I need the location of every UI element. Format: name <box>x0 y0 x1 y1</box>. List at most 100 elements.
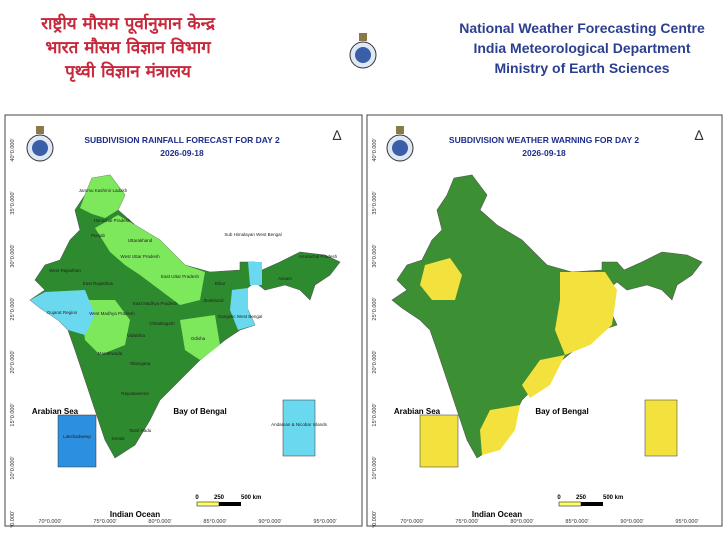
region-label: Chhattisgarh <box>149 321 175 326</box>
region-fill <box>95 215 205 305</box>
region-label: Tamil Nadu <box>129 428 152 433</box>
scale-label: 500 km <box>603 495 623 501</box>
scale-label: 0 <box>557 495 561 501</box>
scale-bar <box>219 502 241 506</box>
region-label: Uttarakhand <box>128 238 153 243</box>
region-label: Telangana <box>130 361 151 366</box>
lon-label: 95°0.000' <box>675 519 698 525</box>
region-label: Gujarat Region <box>47 310 78 315</box>
lat-label: 15°0.000' <box>10 403 16 426</box>
english-line: Ministry of Earth Sciences <box>494 60 669 76</box>
region-label: Punjab <box>91 233 106 238</box>
region-label: Rayalaseema <box>121 391 149 396</box>
lat-label: 5°0.000' <box>372 511 378 528</box>
lat-label: 20°0.000' <box>10 350 16 373</box>
scale-bar <box>558 501 582 507</box>
region-label: West Uttar Pradesh <box>120 254 160 259</box>
inset <box>644 399 678 457</box>
lat-label: 40°0.000' <box>372 138 378 161</box>
scale-label: 250 <box>576 495 587 501</box>
lon-label: 85°0.000' <box>565 519 588 525</box>
region-fill <box>180 315 220 360</box>
lat-label: 40°0.000' <box>10 138 16 161</box>
inset <box>57 414 97 468</box>
lat-label: 30°0.000' <box>372 244 378 267</box>
region-label: Vidarbha <box>127 333 145 338</box>
lat-label: 30°0.000' <box>10 244 16 267</box>
english-line: National Weather Forecasting Centre <box>459 20 705 36</box>
sea-label: Indian Ocean <box>472 510 522 519</box>
region-label: Marathwada <box>98 351 123 356</box>
lon-label: 90°0.000' <box>620 519 643 525</box>
lon-label: 95°0.000' <box>313 519 336 525</box>
region-label: East Rajasthan <box>83 281 114 286</box>
lat-label: 35°0.000' <box>372 191 378 214</box>
lon-label: 75°0.000' <box>93 519 116 525</box>
region-label: East Uttar Pradesh <box>161 274 200 279</box>
header: राष्ट्रीय मौसम पूर्वानुमान केन्द्र भारत … <box>40 13 705 82</box>
hindi-line: राष्ट्रीय मौसम पूर्वानुमान केन्द्र <box>40 13 216 35</box>
panel-date: 2026-09-18 <box>522 148 566 158</box>
english-line: India Meteorological Department <box>473 40 690 56</box>
lat-label: 35°0.000' <box>10 191 16 214</box>
north-arrow: ∆ <box>695 127 704 143</box>
region-label: Jharkhand <box>202 298 224 303</box>
region-fill <box>480 405 520 455</box>
scale-label: 500 km <box>241 495 261 501</box>
lon-label: 90°0.000' <box>258 519 281 525</box>
region-fill <box>420 258 462 300</box>
panel: SUBDIVISION WEATHER WARNING FOR DAY 2 202… <box>366 114 723 531</box>
sea-label: Bay of Bengal <box>535 407 588 416</box>
panel-title: SUBDIVISION RAINFALL FORECAST FOR DAY 2 <box>84 135 280 145</box>
region-fill <box>522 355 565 398</box>
emblem <box>349 32 377 69</box>
lat-label: 10°0.000' <box>372 456 378 479</box>
lon-label: 80°0.000' <box>148 519 171 525</box>
hindi-line: भारत मौसम विज्ञान विभाग <box>45 37 212 58</box>
lon-label: 75°0.000' <box>455 519 478 525</box>
region-label: Odisha <box>191 336 206 341</box>
inset <box>282 399 316 457</box>
region-label: West Rajasthan <box>49 268 81 273</box>
region-label: Gangetic West Bengal <box>218 314 263 319</box>
lat-label: 25°0.000' <box>372 297 378 320</box>
region-label: Jammu Kashmir Ladakh <box>79 188 128 193</box>
north-arrow: ∆ <box>333 127 342 143</box>
sea-label: Arabian Sea <box>394 407 441 416</box>
region-label: Bihar <box>215 281 226 286</box>
inset <box>419 414 459 468</box>
region-fill <box>30 290 95 335</box>
region-fill <box>248 262 262 285</box>
lon-label: 70°0.000' <box>38 519 61 525</box>
scale-bar <box>196 501 220 507</box>
panel-title: SUBDIVISION WEATHER WARNING FOR DAY 2 <box>449 135 639 145</box>
region-label: Sub Himalayan West Bengal <box>224 232 281 237</box>
sea-label: Indian Ocean <box>110 510 160 519</box>
lat-label: 5°0.000' <box>10 511 16 528</box>
panel-date: 2026-09-18 <box>160 148 204 158</box>
region-fill <box>555 272 617 355</box>
lat-label: 25°0.000' <box>10 297 16 320</box>
scale-label: 0 <box>195 495 199 501</box>
lon-label: 80°0.000' <box>510 519 533 525</box>
hindi-line: पृथ्वी विज्ञान मंत्रालय <box>64 61 192 82</box>
region-label: Arunachal Pradesh <box>299 254 338 259</box>
lat-label: 20°0.000' <box>372 350 378 373</box>
region-label: East Madhya Pradesh <box>133 301 178 306</box>
lat-label: 15°0.000' <box>372 403 378 426</box>
region-label: West Madhya Pradesh <box>89 311 135 316</box>
region-label: Andaman & Nicobar Islands <box>271 422 328 427</box>
sea-label: Bay of Bengal <box>173 407 226 416</box>
region-fill <box>80 175 125 218</box>
scale-label: 250 <box>214 495 225 501</box>
lat-label: 10°0.000' <box>10 456 16 479</box>
region-fill <box>230 288 255 330</box>
region-label: Himachal Pradesh <box>94 218 131 223</box>
region-label: Lakshadweep <box>63 434 91 439</box>
lon-label: 70°0.000' <box>400 519 423 525</box>
scale-bar <box>581 502 603 506</box>
sea-label: Arabian Sea <box>32 407 79 416</box>
region-label: Kerala <box>111 436 125 441</box>
